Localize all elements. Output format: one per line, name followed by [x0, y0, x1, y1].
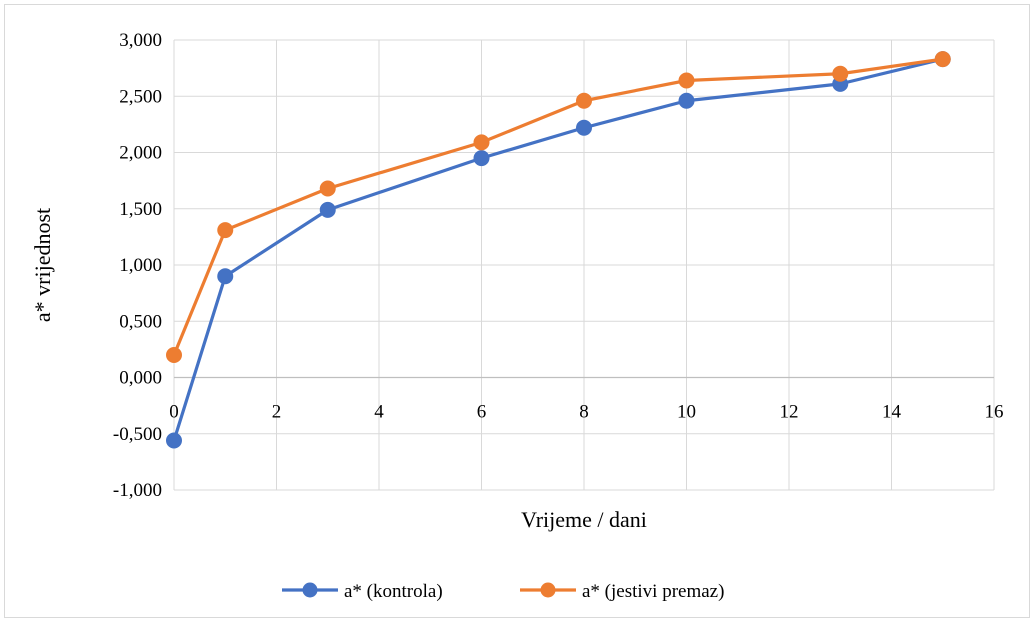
y-tick-label: 0,000 [119, 368, 162, 389]
data-point [576, 119, 592, 136]
y-tick-label: 3,000 [119, 30, 162, 51]
x-tick-label: 0 [169, 402, 179, 423]
data-point [166, 347, 182, 363]
x-tick-label: 6 [477, 402, 487, 423]
y-tick-label: 1,500 [119, 199, 162, 220]
y-axis-title: a* vrijednost [30, 208, 55, 322]
x-tick-label: 14 [882, 402, 902, 423]
data-point [166, 432, 182, 449]
data-point [473, 150, 490, 167]
legend-label: a* (kontrola) [344, 581, 443, 602]
data-point [832, 65, 849, 82]
x-axis-title: Vrijeme / dani [521, 507, 647, 532]
y-tick-label: 2,500 [119, 86, 162, 107]
data-point [678, 92, 695, 109]
legend-marker [540, 582, 556, 598]
data-point [217, 268, 234, 285]
legend-label: a* (jestivi premaz) [582, 581, 724, 602]
data-point [678, 72, 695, 89]
series-line-kontrola [172, 57, 944, 441]
series-line-jestivi-premaz [172, 57, 943, 356]
data-point [217, 222, 234, 239]
legend-marker [302, 582, 318, 598]
x-tick-label: 16 [985, 402, 1004, 423]
x-tick-label: 2 [272, 402, 282, 423]
y-tick-label: -0,500 [113, 424, 162, 445]
y-tick-label: 1,000 [119, 255, 162, 276]
data-point [319, 180, 336, 197]
data-point [576, 92, 592, 109]
data-point [934, 51, 951, 68]
x-tick-label: 10 [677, 402, 696, 423]
y-tick-label: 2,000 [119, 143, 162, 164]
x-tick-label: 4 [374, 402, 384, 423]
y-tick-label: -1,000 [113, 480, 162, 501]
data-point [473, 134, 490, 151]
x-tick-label: 8 [579, 402, 589, 423]
chart-frame [4, 4, 1030, 618]
x-tick-label: 12 [780, 402, 799, 423]
data-point [319, 201, 336, 218]
y-tick-label: 0,500 [119, 311, 162, 332]
